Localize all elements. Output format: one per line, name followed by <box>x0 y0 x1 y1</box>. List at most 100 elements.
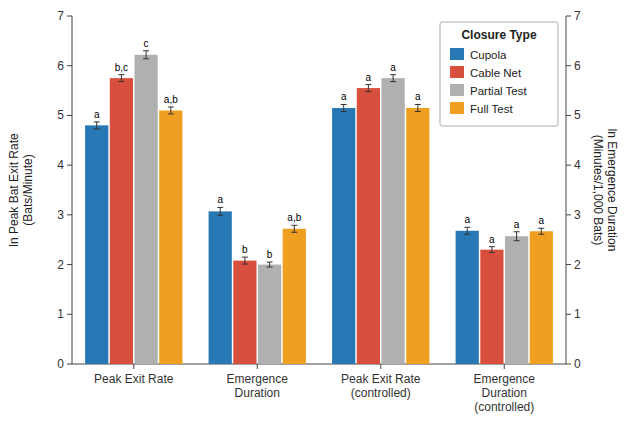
text-line: (Minutes/1,000 Bats) <box>591 135 605 246</box>
y2-tick <box>566 16 571 17</box>
significance-label: a,b <box>287 212 301 223</box>
x-tick-label: Peak Exit Rate <box>94 372 174 386</box>
bar <box>505 236 528 364</box>
error-bar <box>118 75 124 82</box>
bar <box>456 231 479 364</box>
error-bar <box>94 122 100 129</box>
y-tick-label: 3 <box>57 208 64 222</box>
text-line: ln Peak Bat Exit Rate <box>7 133 21 247</box>
text-line: Emergence <box>474 372 536 386</box>
legend-label: Cupola <box>470 49 507 61</box>
bar <box>134 55 157 364</box>
legend-label: Cable Net <box>470 67 522 79</box>
x-tick <box>133 364 134 369</box>
bar <box>258 265 281 364</box>
significance-label: a <box>464 214 470 225</box>
text-line: ln Emergence Duration <box>605 129 619 252</box>
significance-label: a <box>489 234 495 245</box>
significance-label: a <box>94 109 100 120</box>
significance-label: a <box>217 194 223 205</box>
y2-axis: 01234567 <box>566 9 581 371</box>
legend: Closure TypeCupolaCable NetPartial TestF… <box>440 22 558 126</box>
bar <box>381 78 404 364</box>
error-bar <box>489 247 495 253</box>
bar <box>159 110 182 364</box>
error-bar <box>168 107 174 114</box>
text-line: Duration <box>482 386 527 400</box>
error-bar <box>538 228 544 234</box>
y-tick <box>67 314 72 315</box>
y2-tick-label: 6 <box>574 59 581 73</box>
chart: 0123456701234567Peak Exit RateEmergenceD… <box>0 0 638 426</box>
x-tick-label: Peak Exit Rate(controlled) <box>341 372 421 400</box>
significance-label: a <box>415 91 421 102</box>
bar <box>357 88 380 364</box>
y2-tick-label: 5 <box>574 108 581 122</box>
y2-axis-line <box>566 16 567 364</box>
text-line: (controlled) <box>474 400 534 414</box>
y2-tick-label: 4 <box>574 158 581 172</box>
y-axis: 01234567 <box>57 9 72 371</box>
legend-swatch <box>450 102 464 114</box>
y-tick <box>67 165 72 166</box>
y-tick-label: 7 <box>57 9 64 23</box>
bar <box>283 229 306 364</box>
x-tick <box>380 364 381 369</box>
error-bar <box>390 75 396 82</box>
significance-label: a <box>390 62 396 73</box>
bar <box>85 125 108 364</box>
text-line: Peak Exit Rate <box>94 372 174 386</box>
y-tick <box>67 364 72 365</box>
bar <box>530 231 553 364</box>
x-tick <box>257 364 258 369</box>
error-bar <box>143 51 149 59</box>
legend-swatch <box>450 66 464 78</box>
error-bar <box>242 257 248 264</box>
significance-labels: aaaab,cbaacbaaa,ba,baa <box>94 38 545 260</box>
y-axis-line <box>72 16 73 364</box>
x-tick-label: EmergenceDuration(controlled) <box>474 372 536 414</box>
significance-label: a <box>341 91 347 102</box>
y-tick-label: 2 <box>57 258 64 272</box>
background <box>0 0 638 426</box>
legend-swatch <box>450 48 464 60</box>
y-tick-label: 1 <box>57 307 64 321</box>
error-bar <box>365 85 371 92</box>
y2-tick-label: 2 <box>574 258 581 272</box>
text-line: (controlled) <box>351 386 411 400</box>
y-tick <box>67 264 72 265</box>
error-bar <box>514 232 520 241</box>
y-tick-label: 6 <box>57 59 64 73</box>
x-tick-label: EmergenceDuration <box>227 372 289 400</box>
legend-label: Partial Test <box>470 85 527 97</box>
bar <box>233 261 256 364</box>
y-tick <box>67 65 72 66</box>
error-bar <box>217 207 223 215</box>
y2-tick <box>566 314 571 315</box>
y2-tick <box>566 115 571 116</box>
error-bar <box>464 227 470 234</box>
y2-axis-label: ln Emergence Duration(Minutes/1,000 Bats… <box>591 129 619 252</box>
y-tick-label: 4 <box>57 158 64 172</box>
y-tick <box>67 16 72 17</box>
significance-label: a <box>514 219 520 230</box>
significance-label: b,c <box>115 62 128 73</box>
bar <box>480 250 503 364</box>
x-tick <box>504 364 505 369</box>
y-tick-label: 5 <box>57 108 64 122</box>
error-bar <box>415 104 421 111</box>
y2-tick <box>566 214 571 215</box>
significance-label: a,b <box>164 94 178 105</box>
x-axis: Peak Exit Rate EmergenceDuration Peak Exit… <box>72 364 566 414</box>
legend-box <box>440 22 558 126</box>
significance-label: a <box>539 215 545 226</box>
y2-tick <box>566 165 571 166</box>
error-bar <box>291 225 297 232</box>
y2-tick-label: 7 <box>574 9 581 23</box>
bar <box>209 211 232 364</box>
y2-tick <box>566 264 571 265</box>
text-line: Peak Exit Rate <box>341 372 421 386</box>
error-bar <box>341 104 347 111</box>
y2-tick-label: 3 <box>574 208 581 222</box>
y2-tick-label: 0 <box>574 357 581 371</box>
